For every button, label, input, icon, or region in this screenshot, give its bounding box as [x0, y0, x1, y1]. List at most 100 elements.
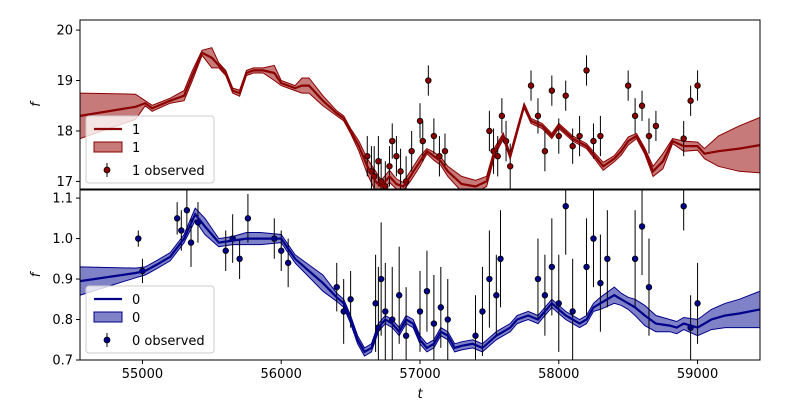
bot-observed-marker: [437, 304, 445, 311]
top-observed-marker: [389, 137, 396, 145]
bot-observed-point: [423, 250, 431, 332]
bot-observed-point: [493, 254, 500, 336]
top-observed-marker: [680, 135, 687, 142]
top-observed-marker: [624, 82, 632, 89]
top-panel: 17 18 19 20 f 1 1 1 observed: [29, 19, 761, 190]
top-observed-marker: [583, 67, 590, 74]
top-legend: 1 1 1 observed: [85, 115, 215, 184]
bot-observed-marker: [183, 207, 191, 214]
top-observed-marker: [425, 77, 432, 84]
bot-observed-point: [479, 266, 486, 356]
bot-observed-point: [597, 234, 604, 332]
bot-observed-marker: [389, 316, 396, 323]
top-observed-point: [562, 80, 569, 111]
top-legend-line-label: 1: [132, 123, 140, 138]
top-observed-point: [548, 75, 556, 106]
top-observed-marker: [430, 132, 438, 140]
bot-observed-point: [638, 190, 646, 275]
top-observed-points: [364, 55, 701, 189]
top-observed-point: [645, 118, 653, 154]
bot-observed-point: [583, 218, 590, 316]
top-observed-point: [631, 98, 639, 134]
top-observed-point: [527, 70, 535, 101]
bot-observed-marker: [178, 227, 185, 234]
x-axis-label: t: [417, 387, 423, 400]
top-observed-point: [597, 115, 604, 157]
bot-y-tick-label: 1.1: [52, 192, 73, 207]
bot-observed-point: [402, 287, 410, 360]
top-observed-point: [441, 133, 449, 169]
bot-observed-point: [430, 275, 438, 360]
bot-observed-point: [340, 279, 347, 344]
bot-observed-marker: [548, 263, 556, 271]
bot-observed-point: [562, 190, 569, 255]
top-observed-point: [569, 128, 576, 164]
top-observed-point: [576, 115, 583, 157]
bot-observed-marker: [534, 275, 542, 283]
top-observed-point: [534, 98, 542, 134]
top-y-tick-label: 17: [56, 175, 73, 190]
bot-observed-point: [497, 210, 504, 308]
bot-observed-marker: [493, 292, 500, 299]
bot-observed-marker: [590, 235, 597, 242]
bot-observed-point: [631, 210, 639, 308]
bot-observed-marker: [187, 239, 195, 246]
bot-observed-point: [278, 230, 285, 271]
bot-observed-marker: [347, 296, 354, 303]
top-legend-box: [85, 115, 215, 184]
top-observed-marker: [416, 117, 424, 125]
bot-observed-marker: [645, 283, 653, 291]
top-observed-point: [507, 143, 514, 189]
top-y-ticks: 17 18 19 20: [56, 24, 80, 190]
top-y-tick-label: 18: [56, 124, 73, 139]
bot-y-tick-label: 0.8: [52, 313, 73, 328]
bottom-x-ticks: 55000 56000 57000 58000 59000: [122, 360, 718, 382]
top-observed-marker: [419, 137, 426, 145]
bot-observed-marker: [430, 320, 438, 327]
top-observed-point: [687, 85, 694, 116]
bot-observed-marker: [497, 255, 504, 263]
bot-observed-marker: [372, 300, 379, 307]
bot-observed-point: [135, 230, 142, 247]
top-legend-points-swatch: [103, 166, 111, 174]
bot-observed-marker: [631, 255, 639, 263]
top-y-tick-label: 19: [56, 74, 73, 89]
bottom-legend-points-label: 0 observed: [132, 334, 205, 349]
x-tick-label: 57000: [399, 367, 440, 382]
bot-y-tick-label: 1.0: [52, 232, 73, 247]
bottom-legend: 0 0 0 observed: [85, 285, 215, 354]
top-observed-marker: [408, 147, 415, 155]
bot-observed-point: [284, 238, 292, 288]
bot-observed-point: [569, 258, 576, 360]
top-legend-band-label: 1: [132, 141, 140, 156]
bot-observed-point: [244, 194, 252, 243]
bot-observed-marker: [472, 332, 479, 339]
bot-observed-marker: [244, 215, 252, 222]
bot-observed-point: [680, 190, 687, 231]
top-legend-points-label: 1 observed: [132, 164, 205, 179]
top-observed-point: [425, 65, 432, 96]
top-observed-marker: [548, 87, 556, 94]
bot-observed-marker: [680, 202, 687, 210]
x-tick-label: 55000: [122, 367, 163, 382]
top-observed-point: [555, 118, 562, 154]
top-observed-point: [382, 161, 389, 189]
top-observed-marker: [527, 82, 535, 89]
bottom-y-ticks: 0.7 0.8 0.9 1.0 1.1: [52, 192, 80, 369]
bot-observed-point: [687, 295, 694, 360]
bot-observed-point: [694, 262, 701, 344]
top-observed-marker: [386, 163, 393, 170]
top-observed-marker: [652, 122, 660, 130]
bot-observed-marker: [479, 308, 486, 315]
top-observed-marker: [645, 132, 653, 140]
top-observed-marker: [590, 137, 597, 145]
top-observed-point: [680, 120, 687, 157]
top-observed-marker: [494, 153, 501, 160]
top-observed-point: [389, 123, 396, 159]
x-tick-label: 58000: [538, 367, 579, 382]
bot-observed-marker: [694, 300, 701, 307]
bot-observed-point: [183, 190, 191, 231]
bot-observed-marker: [638, 223, 646, 230]
bot-observed-point: [555, 254, 562, 352]
